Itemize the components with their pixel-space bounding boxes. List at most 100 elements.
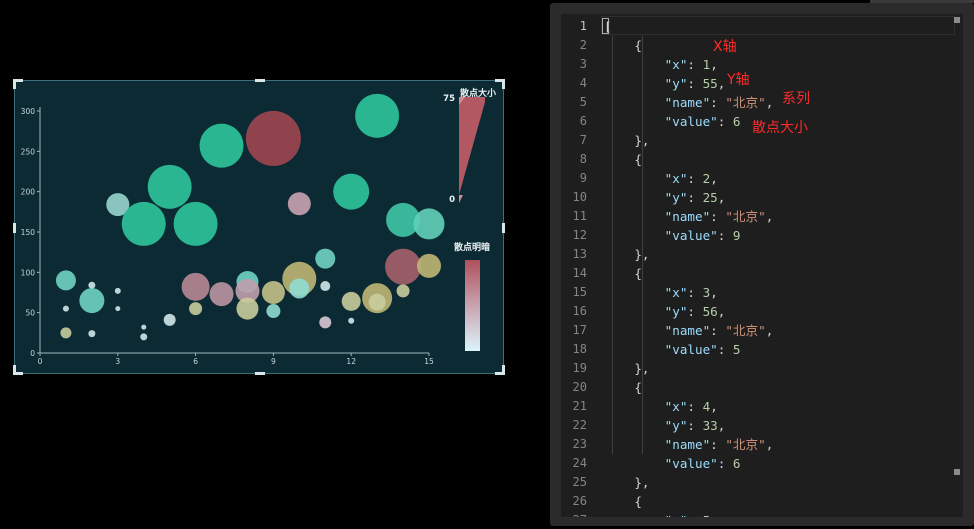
line-number: 8 [579,152,587,166]
annotation-size: 散点大小 [752,120,808,136]
scatter-point [315,248,336,269]
code-token: { [604,494,642,509]
code-token: { [604,266,642,281]
line-number: 5 [579,95,587,109]
resize-handle-top-right[interactable] [495,79,505,89]
code-token: : [687,57,703,72]
code-token: "name" [664,95,711,110]
code-token: }, [604,361,650,376]
scatter-point [235,278,260,303]
scatter-point [287,192,311,216]
json-editor[interactable]: 1 2 3 4 5 6 7 8 9 10 11 12 13 14 15 16 17 18 19 20 21 22 23 24 2… [550,3,974,526]
y-tick-label: 250 [21,147,36,156]
code-line: }, [604,131,650,150]
code-token: , [710,285,718,300]
code-token: , [717,76,726,91]
color-legend-title: 散点明暗 [454,241,490,253]
scatter-point [236,297,259,320]
line-number: 19 [572,361,587,375]
code-token: , [717,190,726,205]
scrollbar-marker-bottom[interactable] [954,469,960,475]
scatter-point [319,316,332,329]
text-cursor [602,18,609,34]
code-token: : [687,418,703,433]
scatter-point [189,302,203,316]
size-legend-top-handle [459,97,465,105]
resize-handle-left[interactable] [13,223,16,233]
annotation-series: 系列 [782,91,810,107]
scatter-point [55,270,76,291]
code-line: }, [604,359,650,378]
scatter-point [333,173,370,210]
line-number: 4 [579,76,587,90]
scatter-point [209,282,234,307]
code-token: "name" [664,437,711,452]
code-token: }, [604,133,650,148]
code-token: }, [604,475,650,490]
resize-handle-bottom-left[interactable] [13,365,23,375]
code-token: 5 [703,513,711,517]
code-token: "北京" [725,209,766,224]
y-tick-label: 200 [21,188,36,197]
code-line: [ [604,17,612,36]
code-line: "y": 55, [604,74,726,93]
scrollbar-marker-top[interactable] [954,17,960,23]
code-token [604,114,665,129]
code-token: , [765,95,774,110]
chart-widget[interactable]: 0 50 100 150 200 250 300 0 3 6 9 12 15 散点大小 75 0 散点明暗 [13,79,505,375]
code-token: "name" [664,209,711,224]
code-token [604,323,665,338]
code-line: "value": 9 [604,226,741,245]
resize-handle-bottom[interactable] [255,372,265,375]
line-number: 2 [579,38,587,52]
code-token: , [717,304,726,319]
scatter-point [199,123,244,168]
scatter-point [368,293,386,311]
code-token: 33 [702,418,718,433]
code-token: , [710,171,718,186]
scatter-point [289,278,310,299]
editor-viewport[interactable]: 1 2 3 4 5 6 7 8 9 10 11 12 13 14 15 16 17 18 19 20 21 22 23 24 2… [561,14,963,517]
y-tick-label: 50 [25,309,35,318]
line-number: 14 [572,266,587,280]
code-token: "x" [664,285,688,300]
code-token: 5 [732,342,741,357]
scatter-point [266,304,281,319]
code-token: "y" [664,304,688,319]
line-number: 6 [579,114,587,128]
line-number: 3 [579,57,587,71]
code-token [604,513,665,517]
resize-handle-right[interactable] [502,223,505,233]
line-number: 13 [572,247,587,261]
scatter-point [386,202,421,237]
code-token: 3 [702,285,711,300]
scatter-point [385,248,422,285]
code-token: "value" [664,114,718,129]
line-number: 17 [572,323,587,337]
code-token [604,285,665,300]
line-number: 10 [572,190,587,204]
line-number: 20 [572,380,587,394]
scatter-point [60,327,72,339]
indent-guide [611,36,613,454]
code-line: { [604,378,642,397]
code-line: }, [604,473,650,492]
code-token: : [710,209,726,224]
resize-handle-top-left[interactable] [13,79,23,89]
code-line: "x": 2, [604,169,718,188]
code-token: "x" [665,513,688,517]
resize-handle-top[interactable] [255,79,265,82]
code-token [604,57,665,72]
code-token: : [717,114,733,129]
scatter-point [355,93,400,138]
y-tick-label: 0 [30,349,35,358]
code-token: "name" [664,323,711,338]
code-token: , [765,209,774,224]
resize-handle-bottom-right[interactable] [495,365,505,375]
scatter-point [106,193,130,217]
code-token [604,228,665,243]
code-token: "北京" [725,437,766,452]
code-token: "y" [664,418,688,433]
code-token: 56 [702,304,718,319]
x-tick-label: 9 [271,357,276,366]
